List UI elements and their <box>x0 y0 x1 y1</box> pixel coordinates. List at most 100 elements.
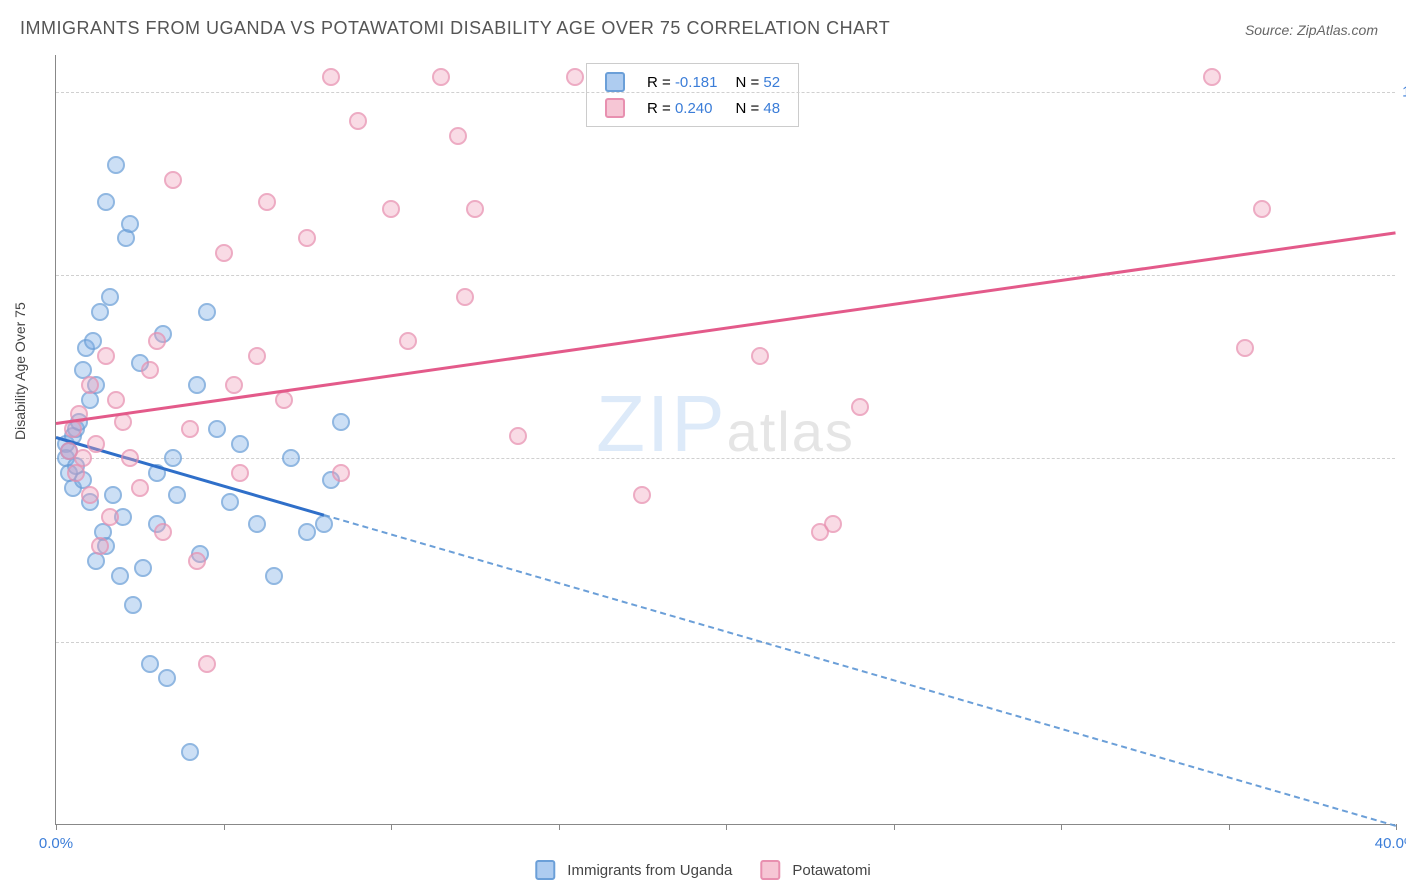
data-point <box>81 376 99 394</box>
data-point <box>248 347 266 365</box>
x-tick-mark <box>224 824 225 830</box>
legend-item: Immigrants from Uganda <box>535 860 732 880</box>
data-point <box>164 449 182 467</box>
trend-line <box>324 514 1397 827</box>
data-point <box>751 347 769 365</box>
data-point <box>87 435 105 453</box>
data-point <box>188 552 206 570</box>
n-label: N = 48 <box>727 96 788 120</box>
legend-swatch <box>605 72 625 92</box>
data-point <box>332 413 350 431</box>
data-point <box>231 464 249 482</box>
scatter-chart: ZIPatlas R = -0.181N = 52R = 0.240N = 48… <box>55 55 1395 825</box>
data-point <box>258 193 276 211</box>
data-point <box>121 449 139 467</box>
data-point <box>208 420 226 438</box>
data-point <box>141 361 159 379</box>
data-point <box>248 515 266 533</box>
x-tick-mark <box>894 824 895 830</box>
x-tick-mark <box>559 824 560 830</box>
data-point <box>181 743 199 761</box>
data-point <box>509 427 527 445</box>
data-point <box>97 193 115 211</box>
data-point <box>851 398 869 416</box>
legend-swatch <box>605 98 625 118</box>
data-point <box>124 596 142 614</box>
r-label: R = -0.181 <box>639 70 725 94</box>
data-point <box>101 288 119 306</box>
data-point <box>154 523 172 541</box>
data-point <box>198 303 216 321</box>
source-attribution: Source: ZipAtlas.com <box>1245 22 1378 38</box>
gridline-h <box>56 275 1395 276</box>
data-point <box>332 464 350 482</box>
data-point <box>432 68 450 86</box>
data-point <box>131 479 149 497</box>
data-point <box>382 200 400 218</box>
gridline-h <box>56 642 1395 643</box>
data-point <box>148 332 166 350</box>
data-point <box>121 215 139 233</box>
data-point <box>104 486 122 504</box>
series-legend: Immigrants from Uganda Potawatomi <box>535 860 870 880</box>
data-point <box>97 347 115 365</box>
x-tick-mark <box>726 824 727 830</box>
x-tick-mark <box>1229 824 1230 830</box>
chart-title: IMMIGRANTS FROM UGANDA VS POTAWATOMI DIS… <box>20 18 890 39</box>
data-point <box>1253 200 1271 218</box>
data-point <box>215 244 233 262</box>
trend-line <box>56 231 1396 425</box>
legend-swatch <box>535 860 555 880</box>
gridline-h <box>56 458 1395 459</box>
data-point <box>134 559 152 577</box>
legend-label: Potawatomi <box>792 862 870 879</box>
legend-label: Immigrants from Uganda <box>567 862 732 879</box>
y-axis-label: Disability Age Over 75 <box>12 302 28 440</box>
data-point <box>231 435 249 453</box>
data-point <box>164 171 182 189</box>
data-point <box>181 420 199 438</box>
data-point <box>111 567 129 585</box>
data-point <box>107 391 125 409</box>
data-point <box>349 112 367 130</box>
gridline-h <box>56 92 1395 93</box>
data-point <box>322 68 340 86</box>
legend-item: Potawatomi <box>760 860 870 880</box>
correlation-legend-box: R = -0.181N = 52R = 0.240N = 48 <box>586 63 799 127</box>
data-point <box>1236 339 1254 357</box>
data-point <box>188 376 206 394</box>
n-label: N = 52 <box>727 70 788 94</box>
data-point <box>141 655 159 673</box>
data-point <box>225 376 243 394</box>
data-point <box>91 537 109 555</box>
data-point <box>282 449 300 467</box>
data-point <box>633 486 651 504</box>
data-point <box>449 127 467 145</box>
x-tick-label: 40.0% <box>1375 835 1406 852</box>
data-point <box>107 156 125 174</box>
data-point <box>1203 68 1221 86</box>
x-tick-label: 0.0% <box>39 835 73 852</box>
r-label: R = 0.240 <box>639 96 725 120</box>
y-tick-label: 100.0% <box>1402 83 1406 100</box>
x-tick-mark <box>391 824 392 830</box>
data-point <box>221 493 239 511</box>
data-point <box>824 515 842 533</box>
data-point <box>74 449 92 467</box>
data-point <box>298 523 316 541</box>
data-point <box>198 655 216 673</box>
x-tick-mark <box>56 824 57 830</box>
data-point <box>566 68 584 86</box>
data-point <box>84 332 102 350</box>
data-point <box>456 288 474 306</box>
data-point <box>158 669 176 687</box>
legend-swatch <box>760 860 780 880</box>
x-tick-mark <box>1061 824 1062 830</box>
data-point <box>81 486 99 504</box>
watermark: ZIPatlas <box>596 378 855 470</box>
data-point <box>466 200 484 218</box>
data-point <box>399 332 417 350</box>
data-point <box>298 229 316 247</box>
data-point <box>101 508 119 526</box>
data-point <box>168 486 186 504</box>
